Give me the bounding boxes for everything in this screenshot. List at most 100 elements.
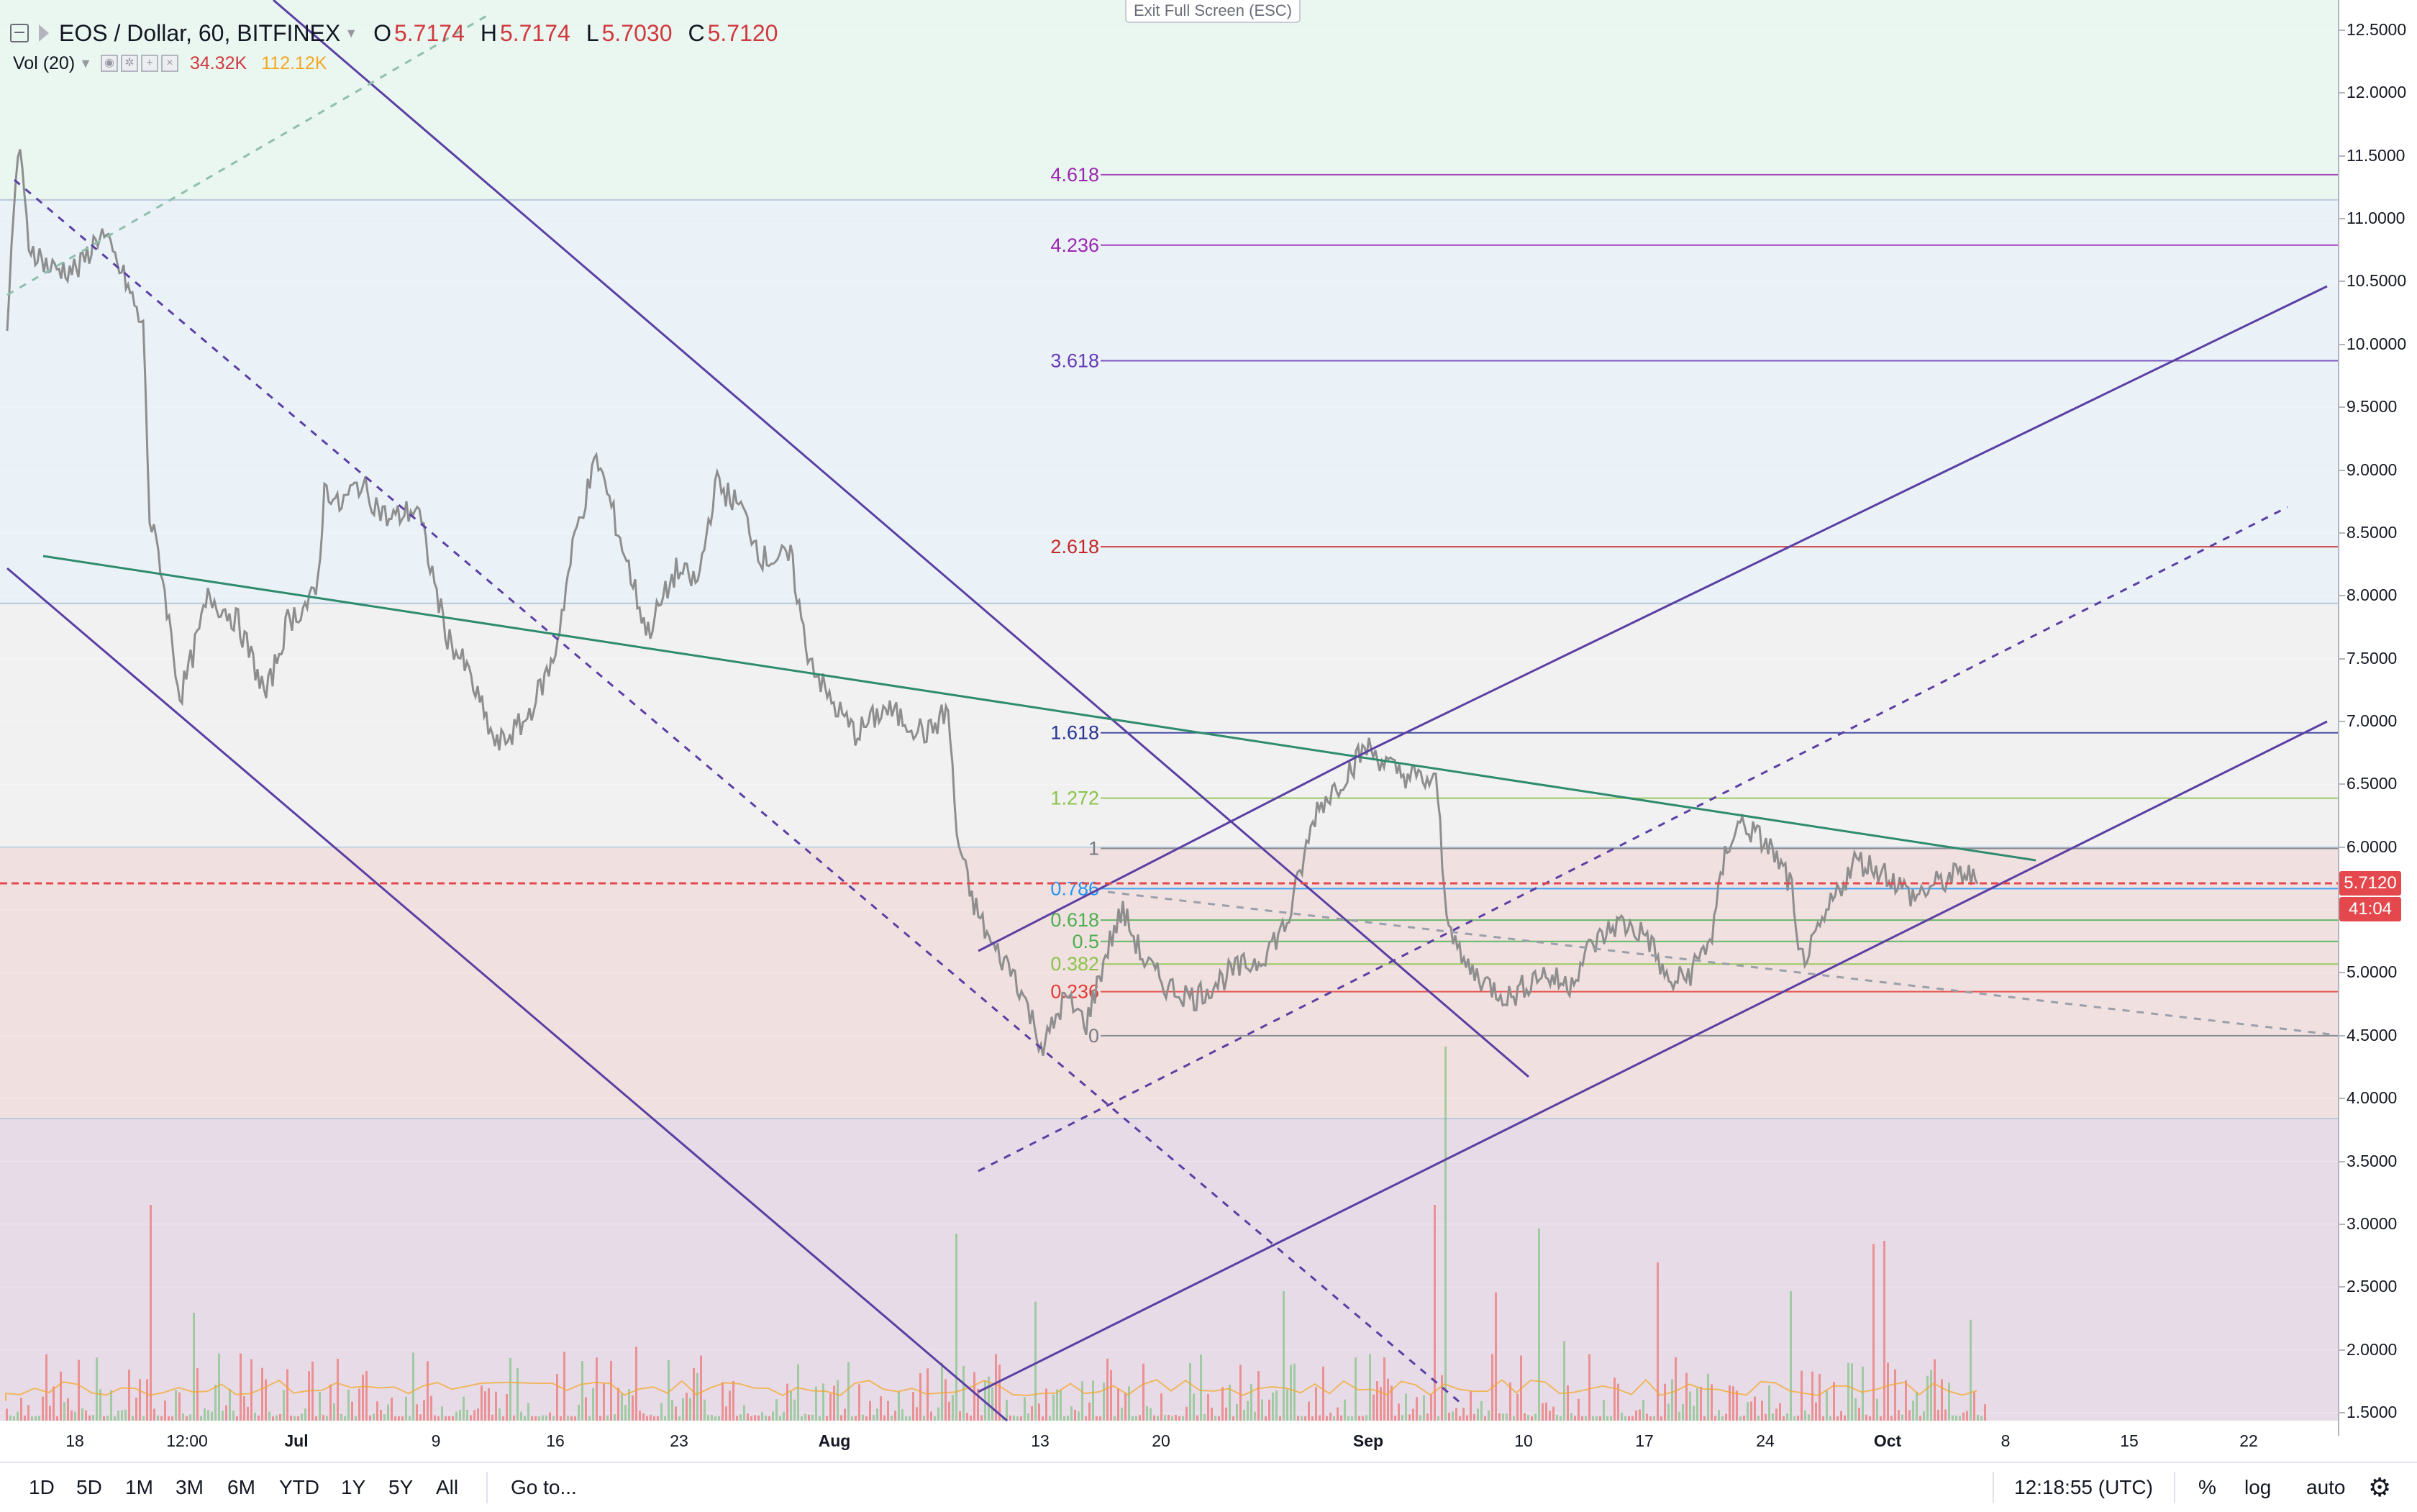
volume-bar [1613,1377,1616,1421]
volume-bar [1293,1363,1296,1421]
volume-bar [1038,1403,1040,1421]
volume-bar [1765,1413,1767,1421]
volume-bar [1160,1393,1162,1421]
symbol-title[interactable]: EOS / Dollar, 60, BITFINEX [59,19,341,46]
volume-bar [207,1410,209,1421]
timeframe-ytd-button[interactable]: YTD [279,1476,319,1498]
fib-level-label: 1.618 [1050,722,1099,744]
volume-bar [1718,1410,1720,1421]
volume-bar [491,1414,493,1421]
timeframe-3m-button[interactable]: 3M [176,1476,204,1498]
gear-icon[interactable]: ⚙ [2368,1472,2392,1502]
fib-level-label: 1 [1088,837,1099,859]
volume-bar [35,1416,37,1421]
volume-bar [1261,1399,1263,1421]
volume-bar [1430,1394,1432,1421]
volume-bar [1657,1262,1659,1421]
volume-label[interactable]: Vol (20) [13,53,76,73]
close-icon[interactable]: × [161,55,178,72]
volume-bar [1221,1387,1224,1421]
volume-bar [1380,1387,1382,1421]
collapse-legend-icon[interactable] [10,24,29,42]
percent-scale-button[interactable]: % [2198,1476,2216,1498]
utc-clock[interactable]: 12:18:55 (UTC) [2014,1476,2153,1498]
volume-bar [157,1415,159,1421]
volume-bar [1315,1387,1317,1421]
chevron-down-icon[interactable]: ▼ [79,55,92,70]
volume-bar [747,1413,749,1421]
ohlc-low-key: L [586,19,599,46]
volume-bar [1232,1416,1234,1421]
volume-bar [1732,1386,1734,1421]
volume-bar [373,1413,375,1421]
volume-bar [484,1391,486,1421]
price-axis[interactable]: 12.5000 12.0000 11.5000 11.0000 10.5000 10.00… [2338,0,2417,1436]
volume-bar [783,1411,785,1421]
volume-bar [297,1416,299,1421]
auto-scale-button[interactable]: auto [2306,1476,2346,1498]
volume-bar [261,1367,263,1421]
volume-bar [488,1388,490,1421]
volume-bar [110,1390,112,1421]
volume-bar [1783,1416,1785,1421]
volume-bar [1049,1416,1051,1421]
volume-bar [1567,1385,1569,1421]
volume-bar [1239,1365,1242,1421]
volume-bar [959,1411,961,1421]
volume-ma-value: 112.12K [261,53,327,73]
volume-bar [268,1411,270,1421]
volume-bar [459,1410,461,1421]
flag-icon[interactable] [39,24,49,42]
volume-bar [725,1406,727,1421]
volume-bar [1955,1416,1957,1421]
goto-date-button[interactable]: Go to... [511,1476,577,1498]
volume-bar [1290,1365,1292,1421]
volume-bar [1916,1391,1918,1421]
volume-bar [919,1372,921,1421]
volume-bar [445,1416,447,1421]
volume-bar [1617,1383,1619,1421]
timeframe-5y-button[interactable]: 5Y [388,1476,414,1498]
volume-bar [441,1406,443,1421]
exit-fullscreen-button[interactable]: Exit Full Screen (ESC) [1125,0,1301,23]
price-tick-label: 10.5000 [2339,271,2407,291]
volume-bar [42,1396,44,1421]
chart-area[interactable]: 4.618 4.236 3.618 2.618 1.618 1.272 1 0.786 0.61… [0,0,2338,1511]
chevron-down-icon[interactable]: ▼ [345,25,358,40]
volume-bar [1707,1373,1709,1421]
timeframe-1m-button[interactable]: 1M [125,1476,153,1498]
time-tick-label: 12:00 [166,1431,208,1450]
timeframe-1d-button[interactable]: 1D [29,1476,55,1498]
add-icon[interactable]: + [141,55,158,72]
price-tick-label: 4.5000 [2339,1025,2398,1044]
volume-bar [1729,1385,1731,1421]
volume-bar [1229,1384,1231,1421]
volume-bar [1948,1383,1950,1421]
volume-bar [1790,1291,1792,1421]
ohlc-low-value: 5.7030 [601,19,673,46]
volume-bar [1570,1413,1572,1421]
eye-icon[interactable]: ◉ [101,55,118,72]
price-tick-label: 8.0000 [2339,586,2398,605]
volume-bar [1887,1362,1889,1421]
timeframe-6m-button[interactable]: 6M [227,1476,255,1498]
volume-bar [1538,1228,1540,1421]
volume-bar [1254,1411,1256,1421]
volume-bar [700,1355,702,1421]
gear-icon[interactable]: ✲ [121,55,138,72]
volume-bar [1006,1399,1008,1421]
time-tick-label: 20 [1152,1431,1170,1450]
volume-bar [916,1407,918,1421]
volume-bar [1545,1402,1547,1421]
timeframe-5d-button[interactable]: 5D [76,1476,102,1498]
volume-bar [236,1416,238,1421]
timeframe-all-button[interactable]: All [436,1476,459,1498]
timeframe-1y-button[interactable]: 1Y [341,1476,366,1498]
volume-bar [1286,1389,1288,1421]
volume-bar [531,1416,533,1421]
price-chart[interactable]: 4.618 4.236 3.618 2.618 1.618 1.272 1 0.786 0.61… [0,0,2338,1460]
volume-bar [1639,1409,1641,1421]
volume-bar [1775,1408,1778,1421]
log-scale-button[interactable]: log [2244,1476,2272,1498]
time-tick-label: 24 [1756,1431,1775,1450]
